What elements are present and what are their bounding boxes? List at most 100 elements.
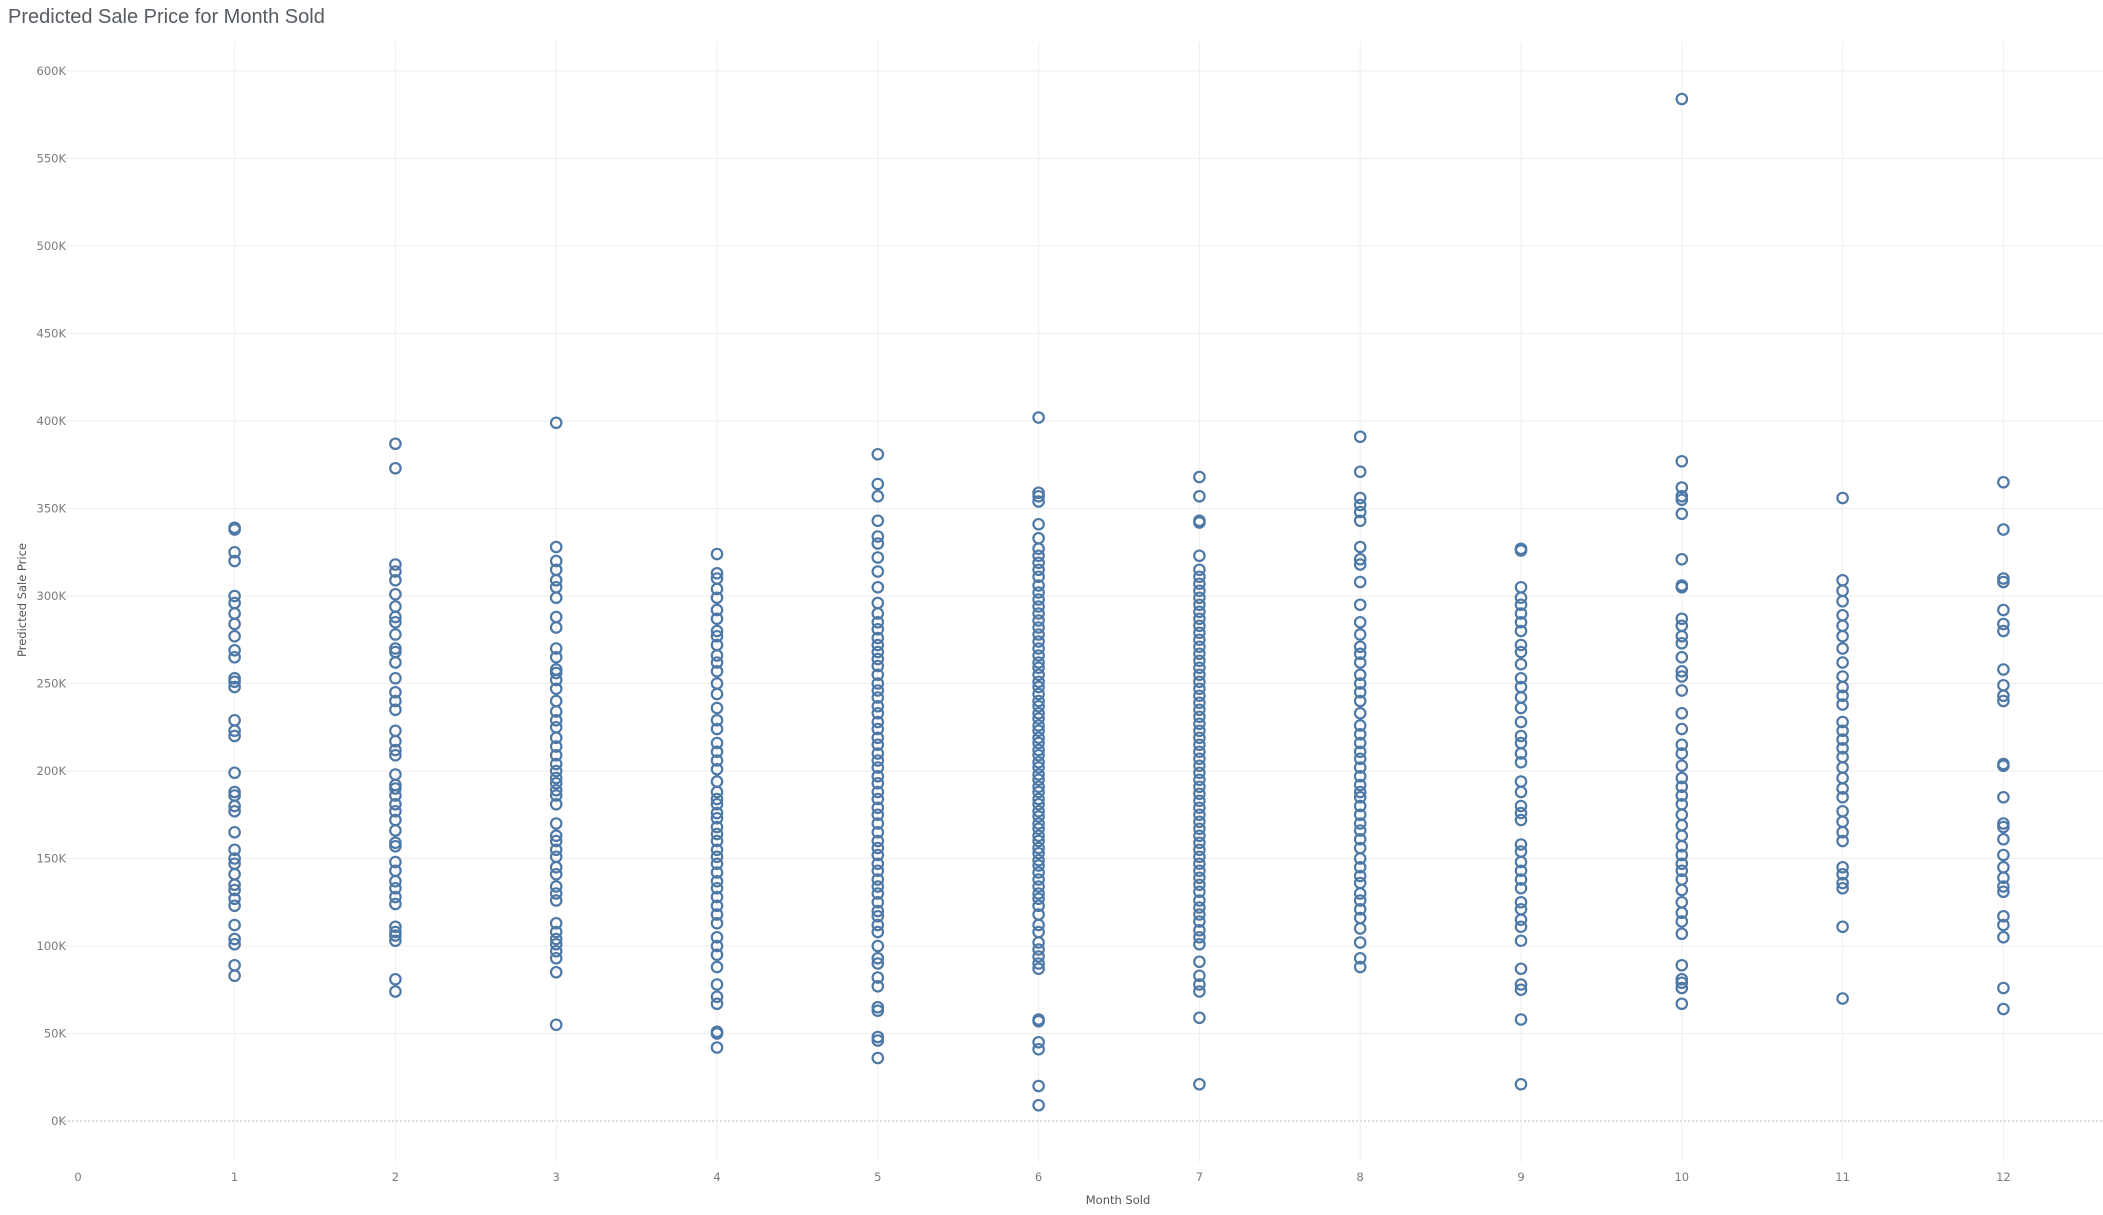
data-point <box>871 447 885 461</box>
data-point <box>389 685 402 699</box>
data-point <box>1193 745 1206 759</box>
data-point <box>1193 689 1206 703</box>
data-point <box>549 887 563 900</box>
data-point <box>389 628 402 641</box>
data-point <box>1032 517 1045 531</box>
data-point <box>1675 981 1689 995</box>
data-point <box>710 624 724 638</box>
data-point <box>1032 773 1045 787</box>
data-point <box>1193 619 1206 633</box>
data-point <box>1353 778 1367 792</box>
data-point <box>1353 752 1367 766</box>
data-point <box>389 437 402 451</box>
data-point <box>1032 892 1045 906</box>
x-tick-label: 2 <box>392 1170 399 1184</box>
data-point <box>710 806 724 820</box>
data-point <box>1353 769 1367 783</box>
data-point <box>1353 911 1367 925</box>
data-point <box>1193 731 1206 745</box>
data-point <box>1514 715 1528 729</box>
data-point <box>1353 430 1367 444</box>
data-point <box>1032 859 1045 872</box>
data-point <box>1032 866 1045 879</box>
data-point <box>1032 768 1045 781</box>
data-point <box>871 857 885 871</box>
data-point <box>710 664 724 678</box>
data-point <box>1193 549 1206 563</box>
y-tick-label: 400K <box>37 414 67 428</box>
data-point <box>1997 694 2010 708</box>
data-point <box>1193 633 1206 647</box>
data-point <box>1193 878 1206 892</box>
data-point <box>1836 698 1849 711</box>
data-point <box>1193 930 1206 944</box>
data-point <box>389 600 402 613</box>
data-point <box>1997 832 2010 846</box>
data-point <box>871 706 885 720</box>
data-point <box>1675 619 1689 633</box>
data-point <box>1193 661 1206 675</box>
data-point <box>549 789 563 802</box>
data-point <box>710 960 724 974</box>
data-point <box>871 776 885 790</box>
data-point <box>1675 481 1689 494</box>
data-point <box>871 596 885 610</box>
data-point <box>871 631 885 645</box>
data-point <box>1836 573 1849 587</box>
data-point <box>710 762 724 776</box>
data-point <box>389 934 402 948</box>
data-point <box>1032 1042 1045 1056</box>
data-point <box>1193 885 1206 899</box>
data-point <box>1675 454 1689 468</box>
x-tick-label: 6 <box>1035 1170 1042 1184</box>
y-tick-label: 350K <box>37 502 67 516</box>
y-tick-label: 200K <box>37 764 67 778</box>
data-point <box>1193 857 1206 871</box>
data-points <box>228 92 2010 1112</box>
data-point <box>1514 542 1528 556</box>
y-axis-title: Predicted Sale Price <box>15 543 29 657</box>
data-point <box>1353 465 1367 479</box>
data-point <box>871 514 885 528</box>
data-point <box>228 545 241 559</box>
data-point <box>1032 887 1045 900</box>
data-point <box>710 677 724 690</box>
data-point <box>549 720 563 734</box>
data-point <box>1514 978 1528 991</box>
data-point <box>871 873 885 886</box>
data-point <box>228 843 241 857</box>
data-point <box>1353 647 1367 661</box>
data-point <box>549 771 563 785</box>
data-point <box>1997 918 2010 932</box>
data-point <box>1353 491 1367 505</box>
data-point <box>549 416 563 430</box>
data-point <box>1193 563 1206 577</box>
data-point <box>1193 584 1206 598</box>
data-point <box>1997 603 2010 617</box>
data-point <box>1193 640 1206 654</box>
data-point <box>228 596 241 610</box>
data-point <box>1514 615 1528 629</box>
data-point <box>1514 845 1528 858</box>
data-point <box>1353 894 1367 907</box>
data-point <box>1997 572 2010 585</box>
data-point <box>1997 523 2010 536</box>
data-point <box>1032 817 1045 830</box>
data-point <box>1193 759 1206 773</box>
data-point <box>871 699 885 713</box>
data-point <box>871 638 885 652</box>
data-point <box>1836 860 1849 874</box>
data-point <box>1675 738 1689 752</box>
y-axis-ticks: 0K 50K 100K 150K 200K 250K 300K 350K 400K 450K 500… <box>37 64 67 1128</box>
data-point <box>1675 706 1689 720</box>
x-tick-label: 7 <box>1196 1170 1203 1184</box>
data-point <box>1514 736 1528 750</box>
data-point <box>1193 850 1206 864</box>
chart-title: Predicted Sale Price for Month Sold <box>8 6 325 28</box>
data-point <box>871 880 885 893</box>
data-point <box>871 537 885 550</box>
data-point <box>871 615 885 629</box>
data-point <box>228 883 241 897</box>
data-point <box>1997 885 2010 899</box>
data-point <box>1193 570 1206 584</box>
